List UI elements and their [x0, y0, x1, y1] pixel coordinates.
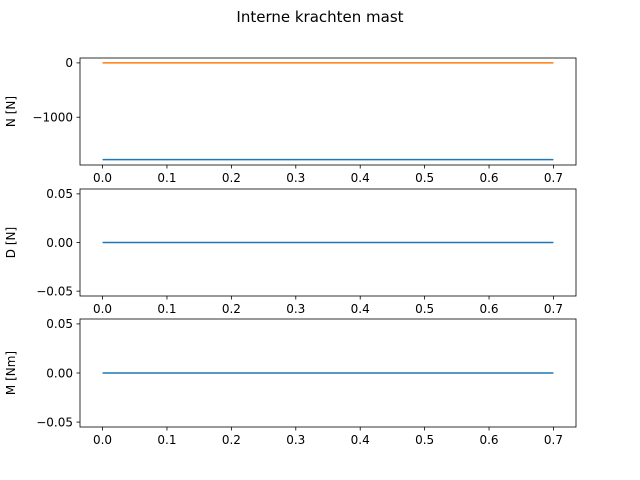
normal-force-x-tick-label: 0.5: [415, 171, 434, 185]
figure-title: Interne krachten mast: [236, 8, 403, 26]
normal-force-panel: 0.0 0.1 0.2 0.3 0.4 0.5 0.6 0.7 0 −1000 N [N]: [4, 56, 577, 185]
normal-force-x-tick-label: 0.7: [544, 171, 563, 185]
shear-force-x-tick-label: 0.6: [479, 302, 498, 316]
normal-force-x-tick-label: 0.2: [222, 171, 241, 185]
shear-force-x-tick-label: 0.7: [544, 302, 563, 316]
bending-moment-x-tick-label: 0.5: [415, 433, 434, 447]
bending-moment-y-tick-label: 0.00: [46, 366, 73, 380]
bending-moment-x-tick-label: 0.7: [544, 433, 563, 447]
normal-force-x-tick-label: 0.1: [157, 171, 176, 185]
bending-moment-x-tick-label: 0.1: [157, 433, 176, 447]
shear-force-y-axis-label: D [N]: [4, 227, 18, 258]
bending-moment-x-tick-label: 0.0: [93, 433, 112, 447]
shear-force-x-tick-label: 0.2: [222, 302, 241, 316]
normal-force-y-axis-label: N [N]: [4, 96, 18, 127]
shear-force-panel: 0.0 0.1 0.2 0.3 0.4 0.5 0.6 0.7 0.05 0.00 −0.05 D […: [4, 187, 577, 316]
shear-force-x-tick-label: 0.0: [93, 302, 112, 316]
bending-moment-y-tick-label: −0.05: [36, 415, 73, 429]
normal-force-x-tick-label: 0.6: [479, 171, 498, 185]
normal-force-y-tick-label: 0: [65, 56, 73, 70]
bending-moment-y-tick-label: 0.05: [46, 317, 73, 331]
shear-force-y-tick-label: 0.05: [46, 187, 73, 201]
shear-force-x-tick-label: 0.1: [157, 302, 176, 316]
normal-force-x-tick-label: 0.4: [351, 171, 370, 185]
bending-moment-x-tick-label: 0.3: [286, 433, 305, 447]
shear-force-x-tick-label: 0.3: [286, 302, 305, 316]
bending-moment-x-tick-label: 0.2: [222, 433, 241, 447]
shear-force-y-tick-label: −0.05: [36, 284, 73, 298]
bending-moment-y-axis-label: M [Nm]: [4, 351, 18, 395]
bending-moment-panel: 0.0 0.1 0.2 0.3 0.4 0.5 0.6 0.7 0.05 0.00 −0.05 M […: [4, 317, 577, 447]
shear-force-x-tick-label: 0.4: [351, 302, 370, 316]
bending-moment-x-tick-label: 0.6: [479, 433, 498, 447]
normal-force-y-tick-label: −1000: [32, 111, 73, 125]
bending-moment-x-tick-label: 0.4: [351, 433, 370, 447]
normal-force-x-tick-label: 0.3: [286, 171, 305, 185]
normal-force-axes-frame: [79, 57, 577, 166]
normal-force-x-tick-label: 0.0: [93, 171, 112, 185]
shear-force-x-tick-label: 0.5: [415, 302, 434, 316]
shear-force-y-tick-label: 0.00: [46, 236, 73, 250]
